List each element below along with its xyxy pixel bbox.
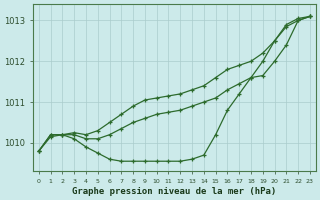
X-axis label: Graphe pression niveau de la mer (hPa): Graphe pression niveau de la mer (hPa) — [72, 187, 276, 196]
